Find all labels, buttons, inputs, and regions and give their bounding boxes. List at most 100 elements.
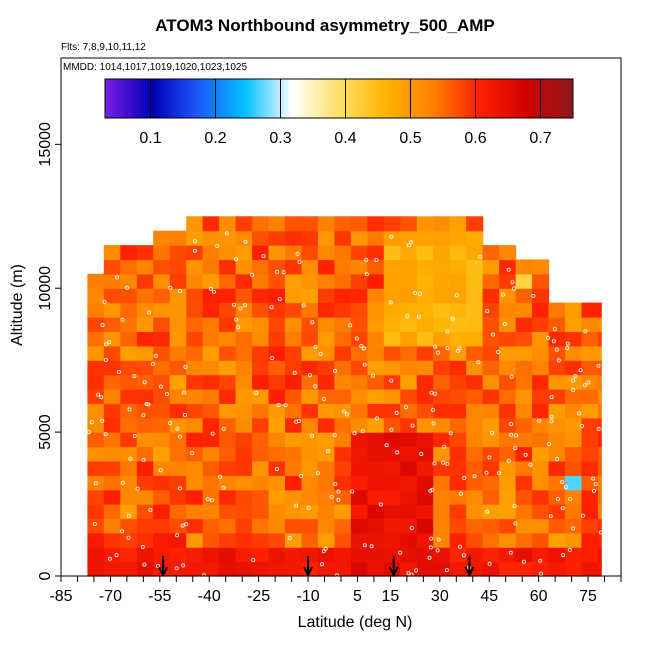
heatmap-cell: [581, 547, 599, 563]
heatmap-cell: [482, 460, 500, 476]
heatmap-cell: [219, 374, 237, 390]
heatmap-cell: [482, 446, 500, 462]
heatmap-cell: [87, 345, 105, 361]
heatmap-cell: [350, 374, 368, 390]
observation-marker: [512, 503, 517, 508]
heatmap-cell: [120, 532, 138, 548]
heatmap-cell: [383, 273, 401, 289]
heatmap-cell: [597, 403, 602, 419]
heatmap-cell: [186, 302, 204, 318]
heatmap-cell: [383, 417, 401, 433]
observation-marker: [181, 563, 186, 568]
heatmap-cell: [301, 489, 319, 505]
heatmap-cell: [449, 460, 467, 476]
heatmap-cell: [597, 446, 602, 462]
observation-marker: [175, 426, 180, 431]
observation-marker: [531, 293, 536, 298]
observation-marker: [182, 412, 187, 417]
heatmap-cell: [153, 230, 171, 246]
heatmap-cell: [219, 417, 237, 433]
observation-marker: [132, 374, 137, 379]
observation-marker: [555, 456, 560, 461]
mmdd-label: MMDD: 1014,1017,1019,1020,1023,1025: [63, 62, 248, 73]
heatmap-cell: [548, 532, 566, 548]
observation-marker: [598, 530, 603, 535]
observation-marker: [571, 387, 576, 392]
heatmap-cell: [597, 432, 602, 448]
heatmap-cell: [334, 547, 352, 563]
heatmap-cell: [103, 302, 121, 318]
heatmap-cell: [400, 532, 418, 548]
heatmap-cell: [416, 518, 434, 534]
heatmap-cell: [565, 446, 583, 462]
observation-marker: [431, 421, 436, 426]
heatmap-cell: [482, 302, 500, 318]
heatmap-cell: [565, 432, 583, 448]
heatmap-cell: [416, 547, 434, 563]
heatmap-cell: [186, 417, 204, 433]
observation-marker: [508, 550, 513, 555]
heatmap-cell: [103, 331, 121, 347]
heatmap-cell: [169, 547, 187, 563]
heatmap-cell: [268, 489, 286, 505]
observation-marker: [116, 369, 121, 374]
observation-marker: [224, 231, 229, 236]
heatmap-cell: [103, 245, 121, 261]
observation-marker: [329, 494, 334, 499]
heatmap-cell: [449, 446, 467, 462]
chart-title: ATOM3 Northbound asymmetry_500_AMP: [155, 16, 495, 35]
heatmap-cell: [367, 532, 385, 548]
heatmap-cell: [433, 273, 451, 289]
observation-marker: [344, 412, 349, 417]
heatmap-cell: [482, 504, 500, 520]
heatmap-cell: [103, 489, 121, 505]
heatmap-cell: [186, 216, 204, 232]
observation-marker: [107, 340, 112, 345]
observation-marker: [107, 556, 112, 561]
heatmap-cell: [581, 446, 599, 462]
heatmap-cell: [334, 432, 352, 448]
heatmap-cell: [268, 460, 286, 476]
heatmap-cell: [581, 504, 599, 520]
observation-marker: [378, 502, 383, 507]
observation-marker: [99, 395, 104, 400]
heatmap-cell: [120, 504, 138, 520]
heatmap-cell: [350, 518, 368, 534]
heatmap-cell: [317, 374, 335, 390]
observation-marker: [512, 286, 517, 291]
observation-marker: [555, 496, 560, 501]
heatmap-cell: [466, 532, 484, 548]
heatmap-cell: [350, 475, 368, 491]
heatmap-cell: [499, 360, 517, 376]
colorbar-gradient: [104, 78, 574, 119]
heatmap-cell: [433, 374, 451, 390]
heatmap-cell: [416, 403, 434, 419]
heatmap-cell: [466, 446, 484, 462]
heatmap-cell: [87, 360, 105, 376]
heatmap-cell: [136, 331, 154, 347]
heatmap-cell: [449, 388, 467, 404]
heatmap-cell: [466, 417, 484, 433]
heatmap-cell: [449, 273, 467, 289]
heatmap-cell: [202, 432, 220, 448]
heatmap-cell: [136, 489, 154, 505]
heatmap-cell: [597, 302, 602, 318]
heatmap-cell: [548, 360, 566, 376]
heatmap-cell: [334, 331, 352, 347]
heatmap-cell: [515, 331, 533, 347]
heatmap-cell: [186, 532, 204, 548]
heatmap-cell: [186, 230, 204, 246]
heatmap-cell: [120, 475, 138, 491]
observation-marker: [472, 474, 477, 479]
heatmap-cell: [482, 518, 500, 534]
observation-marker: [125, 285, 130, 290]
observation-marker: [333, 481, 338, 486]
heatmap-cell: [548, 331, 566, 347]
heatmap-cell: [597, 547, 602, 563]
observation-marker: [142, 380, 147, 385]
heatmap-cell: [285, 504, 303, 520]
colorbar-tick-label: 0.2: [204, 130, 226, 147]
heatmap-cell: [515, 388, 533, 404]
heatmap-cell: [350, 460, 368, 476]
heatmap-cell: [202, 460, 220, 476]
